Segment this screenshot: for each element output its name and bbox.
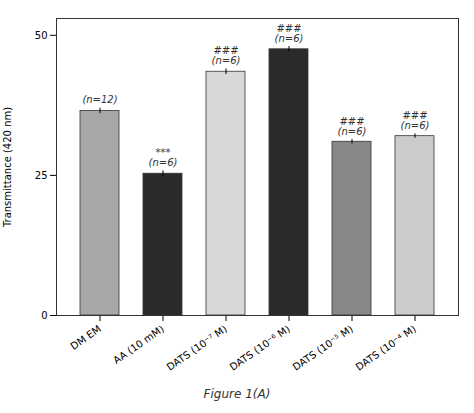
svg-text:0: 0: [41, 310, 47, 321]
svg-text:DATS (10⁻⁴ M): DATS (10⁻⁴ M): [354, 323, 418, 373]
svg-text:###(n=6): ###(n=6): [275, 23, 304, 44]
svg-text:DM EM: DM EM: [68, 323, 103, 352]
svg-text:25: 25: [35, 170, 48, 181]
svg-text:DATS (10⁻⁵ M): DATS (10⁻⁵ M): [291, 323, 355, 373]
svg-text:AA (10 mM): AA (10 mM): [111, 323, 166, 366]
svg-text:###(n=6): ###(n=6): [401, 110, 430, 131]
svg-text:***(n=6): ***(n=6): [149, 147, 178, 168]
svg-text:DATS (10⁻⁶ M): DATS (10⁻⁶ M): [228, 323, 292, 373]
svg-text:DATS (10⁻⁷ M): DATS (10⁻⁷ M): [165, 323, 229, 373]
svg-text:(n=12): (n=12): [82, 94, 117, 105]
svg-text:###(n=6): ###(n=6): [338, 116, 367, 137]
html-text:Figure 1(A): Figure 1(A): [203, 387, 271, 401]
svg-text:###(n=6): ###(n=6): [212, 45, 241, 66]
svg-text:50: 50: [35, 30, 48, 41]
svg-text:Transmittance (420 nm): Transmittance (420 nm): [2, 107, 13, 228]
